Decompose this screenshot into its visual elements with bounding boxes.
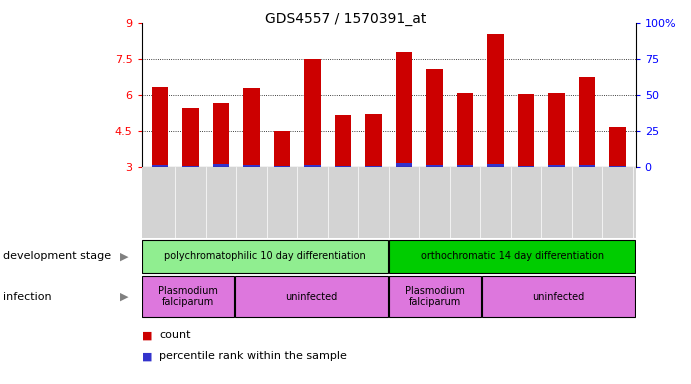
Bar [334, 166, 351, 167]
Text: GDS4557 / 1570391_at: GDS4557 / 1570391_at [265, 12, 426, 25]
Text: uninfected: uninfected [285, 291, 338, 302]
Bar [182, 166, 199, 167]
Bar [235, 276, 388, 318]
Bar [518, 94, 534, 167]
Bar [482, 276, 635, 318]
Text: polychromatophilic 10 day differentiation: polychromatophilic 10 day differentiatio… [164, 251, 366, 261]
Bar [213, 164, 229, 167]
Bar [457, 165, 473, 167]
Bar [548, 165, 565, 167]
Bar [365, 114, 382, 167]
Bar [426, 69, 443, 167]
Bar [487, 34, 504, 167]
Bar [389, 240, 635, 273]
Text: ▶: ▶ [120, 291, 129, 302]
Bar [578, 165, 596, 167]
Bar [457, 93, 473, 167]
Text: infection: infection [3, 291, 52, 302]
Bar [578, 77, 596, 167]
Text: orthochromatic 14 day differentiation: orthochromatic 14 day differentiation [421, 251, 604, 261]
Bar [243, 88, 260, 167]
Bar [213, 103, 229, 167]
Text: ▶: ▶ [120, 251, 129, 262]
Text: Plasmodium
falciparum: Plasmodium falciparum [405, 286, 465, 308]
Text: count: count [159, 330, 191, 340]
Bar [142, 276, 234, 318]
Text: ■: ■ [142, 351, 152, 361]
Bar [609, 127, 626, 167]
Bar [609, 166, 626, 167]
Bar [518, 166, 534, 167]
Bar [395, 163, 413, 167]
Text: uninfected: uninfected [532, 291, 585, 302]
Bar [142, 240, 388, 273]
Bar [304, 59, 321, 167]
Text: percentile rank within the sample: percentile rank within the sample [159, 351, 347, 361]
Bar [487, 164, 504, 167]
Bar [395, 52, 413, 167]
Text: ■: ■ [142, 330, 152, 340]
Text: development stage: development stage [3, 251, 111, 262]
Bar [389, 276, 481, 318]
Bar [151, 87, 169, 167]
Bar [334, 116, 351, 167]
Bar [274, 166, 290, 167]
Bar [243, 165, 260, 167]
Bar [182, 108, 199, 167]
Bar [151, 165, 169, 167]
Bar [274, 131, 290, 167]
Bar [365, 166, 382, 167]
Text: Plasmodium
falciparum: Plasmodium falciparum [158, 286, 218, 308]
Bar [548, 93, 565, 167]
Bar [304, 165, 321, 167]
Bar [426, 165, 443, 167]
